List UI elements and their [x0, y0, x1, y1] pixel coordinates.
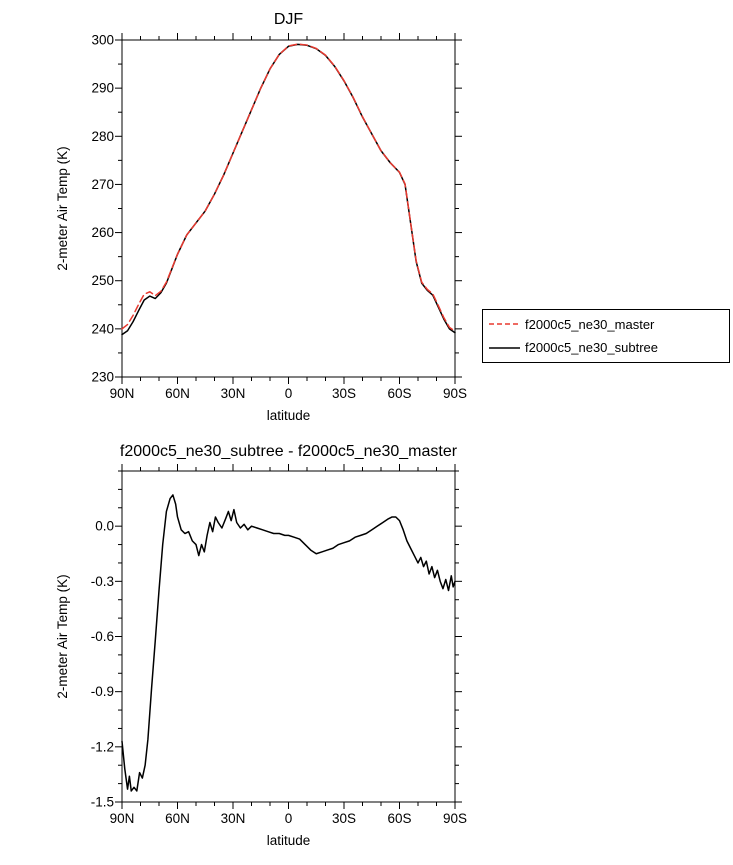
y-tick-label: 250	[91, 273, 114, 288]
chart-title: f2000c5_ne30_subtree - f2000c5_ne30_mast…	[120, 443, 458, 460]
x-tick-label: 0	[285, 811, 293, 826]
y-tick-label: 280	[91, 129, 114, 144]
y-tick-label: -1.2	[91, 739, 114, 754]
x-tick-label: 90S	[443, 811, 467, 826]
x-tick-label: 90N	[110, 386, 135, 401]
x-tick-label: 60S	[387, 386, 411, 401]
series-line-difference	[121, 494, 456, 792]
x-tick-label: 30S	[332, 811, 356, 826]
legend-entry: f2000c5_ne30_master	[488, 313, 724, 336]
x-tick-label: 0	[285, 386, 293, 401]
legend-line-sample-subtree	[489, 347, 520, 349]
x-tick-label: 60N	[165, 386, 190, 401]
y-tick-label: 230	[91, 370, 114, 385]
y-tick-label: 0.0	[95, 519, 114, 534]
x-tick-label: 60S	[387, 811, 411, 826]
y-tick-label: -1.5	[91, 795, 114, 810]
plot-frame	[121, 470, 456, 803]
top-chart: 90N 60N 30N 0 30S 60S 90S 230 240 250 260 270 280 290…	[55, 11, 467, 423]
legend-label-subtree: f2000c5_ne30_subtree	[525, 340, 659, 356]
x-tick-label: 90N	[110, 811, 135, 826]
y-tick-label: 240	[91, 321, 114, 336]
x-tick-label: 90S	[443, 386, 467, 401]
y-tick-label: 290	[91, 81, 114, 96]
x-axis-label: latitude	[267, 833, 311, 848]
y-tick-label: 270	[91, 177, 114, 192]
series-line-f2000c5_ne30_master	[121, 43, 456, 333]
y-tick-label: 300	[91, 33, 114, 48]
x-axis-label: latitude	[267, 408, 311, 423]
chart-title: DJF	[274, 11, 304, 28]
x-tick-label: 30N	[221, 386, 246, 401]
y-tick-label: -0.9	[91, 684, 114, 699]
y-axis-label: 2-meter Air Temp (K)	[55, 574, 70, 698]
plot-frame	[121, 39, 456, 378]
y-axis-label: 2-meter Air Temp (K)	[55, 146, 70, 270]
series-line-f2000c5_ne30_subtree	[121, 43, 456, 336]
y-tick-label: 260	[91, 225, 114, 240]
y-tick-label: -0.3	[91, 574, 114, 589]
x-tick-label: 30N	[221, 811, 246, 826]
legend-entry: f2000c5_ne30_subtree	[488, 337, 724, 360]
x-tick-label: 60N	[165, 811, 190, 826]
bottom-chart: 90N 60N 30N 0 30S 60S 90S 0.0 -0.3 -0.6 -0.9 -1.2 -1…	[55, 443, 467, 848]
x-tick-label: 30S	[332, 386, 356, 401]
legend: f2000c5_ne30_master f2000c5_ne30_subtree	[482, 309, 730, 363]
y-tick-label: -0.6	[91, 629, 114, 644]
legend-line-sample-master	[489, 323, 520, 325]
legend-label-master: f2000c5_ne30_master	[525, 316, 655, 332]
